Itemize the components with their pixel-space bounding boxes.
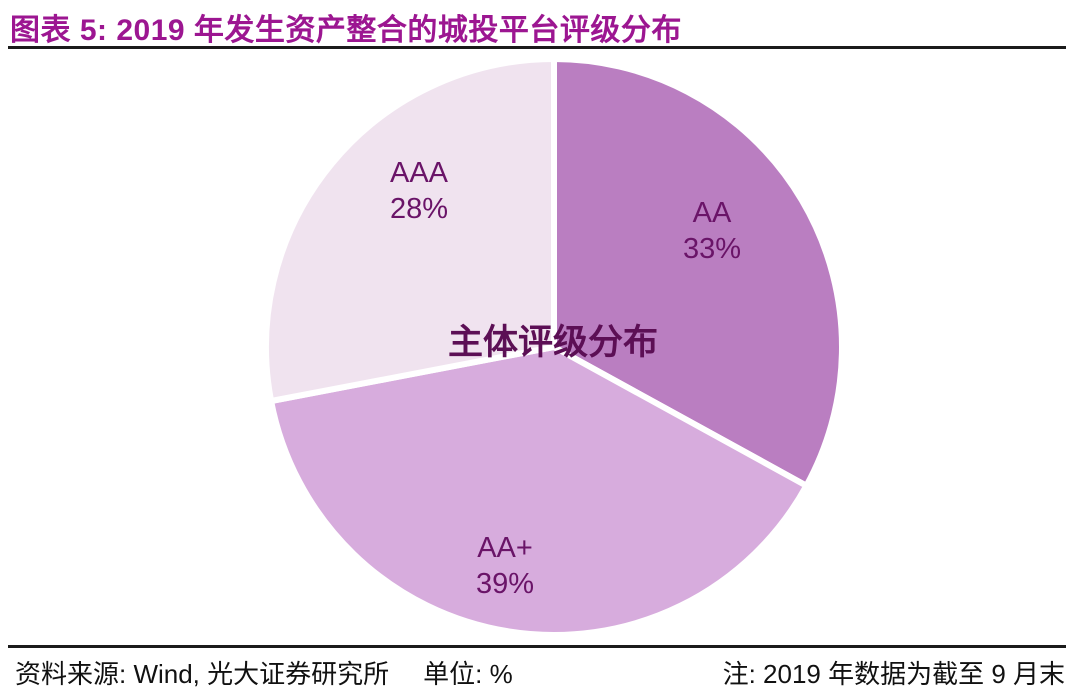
pie-slice-aa-plus <box>268 344 810 638</box>
unit-text: 单位: % <box>423 659 513 689</box>
title-divider <box>8 46 1066 49</box>
figure-title: 图表 5: 2019 年发生资产整合的城投平台评级分布 <box>10 14 682 47</box>
slice-label-aa-plus: AA+ 39% <box>476 532 534 600</box>
note-text: 注: 2019 年数据为截至 9 月末 <box>722 659 1065 689</box>
footer-right: 注: 2019 年数据为截至 9 月末 <box>723 654 1065 691</box>
source-text: 资料来源: Wind, 光大证券研究所 <box>15 659 390 689</box>
pie-slice-aa <box>551 56 845 489</box>
pie-slice-aaa <box>262 56 557 404</box>
footer-divider <box>8 645 1066 648</box>
footer-left: 资料来源: Wind, 光大证券研究所 单位: % <box>15 654 513 691</box>
pie-center-label: 主体评级分布 <box>448 323 658 362</box>
slice-label-aaa: AAA 28% <box>390 157 449 225</box>
slice-label-aa: AA 33% <box>683 197 741 265</box>
footer: 资料来源: Wind, 光大证券研究所 单位: % 注: 2019 年数据为截至… <box>15 654 1065 691</box>
